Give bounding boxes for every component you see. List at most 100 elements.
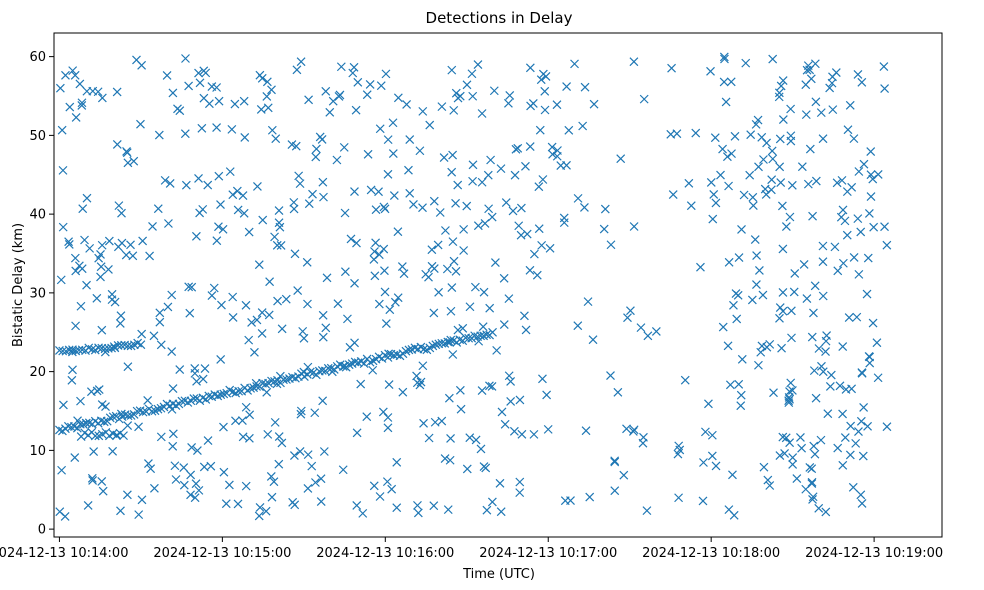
data-point-446 [455, 385, 465, 395]
data-point-215 [500, 419, 510, 429]
data-point-932 [853, 214, 863, 224]
data-point-494 [67, 375, 77, 385]
data-point-656 [462, 201, 472, 211]
data-point-619 [241, 481, 251, 491]
data-point-335 [75, 79, 85, 89]
data-point-176 [90, 431, 100, 441]
data-point-665 [536, 75, 546, 85]
data-point-234 [368, 365, 378, 375]
data-point-194 [272, 240, 282, 250]
data-point-818 [754, 266, 764, 275]
data-point-721 [698, 496, 708, 506]
data-point-836 [805, 144, 815, 154]
data-point-508 [383, 423, 393, 433]
data-point-227 [218, 224, 228, 234]
data-point-609 [263, 429, 273, 439]
data-point-676 [404, 165, 413, 175]
data-point-960 [778, 76, 788, 85]
data-point-981 [821, 507, 831, 517]
data-point-643 [97, 325, 107, 335]
y-axis: 0 10 20 30 40 50 60 [29, 50, 54, 538]
data-point-116 [401, 346, 411, 356]
data-point-909 [846, 421, 856, 431]
data-point-787 [754, 162, 763, 172]
data-point-664 [318, 396, 328, 406]
data-point-525 [445, 455, 455, 465]
data-point-241 [521, 325, 531, 335]
data-point-801 [765, 481, 775, 490]
data-point-713 [560, 496, 570, 506]
data-point-495 [504, 294, 514, 304]
data-point-200 [525, 63, 535, 73]
data-point-652 [489, 86, 499, 96]
chart-title: Detections in Delay [426, 9, 573, 27]
data-point-430 [239, 208, 249, 218]
data-point-358 [339, 142, 349, 152]
data-point-696 [529, 429, 539, 439]
data-point-956 [856, 227, 866, 237]
data-point-449 [137, 329, 147, 339]
data-point-957 [776, 178, 786, 188]
data-point-714 [666, 129, 676, 139]
data-point-399 [252, 315, 262, 325]
data-point-443 [293, 286, 303, 295]
data-point-291 [96, 272, 105, 282]
data-point-505 [251, 378, 261, 388]
data-point-755 [606, 240, 616, 250]
data-point-743 [684, 178, 694, 188]
data-point-722 [628, 427, 638, 436]
data-point-382 [470, 282, 480, 292]
data-point-686 [513, 143, 523, 153]
data-point-831 [716, 170, 725, 180]
data-point-404 [303, 450, 313, 460]
data-point-601 [310, 408, 320, 418]
data-point-691 [542, 390, 552, 400]
data-point-316 [477, 386, 487, 396]
data-point-974 [835, 381, 845, 391]
data-point-204 [534, 182, 544, 192]
data-point-104 [365, 357, 375, 367]
data-point-745 [613, 387, 623, 397]
data-point-715 [589, 99, 599, 109]
data-point-371 [203, 436, 213, 446]
data-point-641 [287, 140, 297, 149]
data-point-809 [762, 138, 772, 148]
data-point-197 [256, 105, 266, 114]
data-point-417 [439, 153, 449, 162]
data-point-825 [767, 146, 777, 156]
data-point-294 [168, 88, 178, 98]
data-point-546 [82, 280, 91, 290]
data-point-620 [126, 240, 135, 250]
data-point-448 [318, 332, 328, 342]
data-point-699 [440, 226, 450, 235]
data-point-69 [261, 379, 270, 389]
data-point-704 [180, 129, 190, 139]
data-point-775 [753, 115, 763, 125]
data-point-437 [262, 92, 272, 101]
data-point-688 [56, 275, 66, 285]
data-point-389 [540, 86, 550, 96]
data-point-569 [370, 271, 380, 281]
data-point-944 [805, 65, 815, 75]
data-point-530 [143, 459, 153, 469]
data-point-727 [642, 506, 652, 516]
data-point-911 [849, 134, 859, 144]
data-point-592 [156, 340, 166, 350]
data-point-925 [854, 269, 864, 279]
data-point-626 [92, 293, 102, 303]
data-point-940 [821, 336, 831, 346]
data-point-692 [270, 232, 279, 242]
data-point-762 [580, 202, 589, 212]
data-point-435 [68, 66, 78, 76]
data-point-383 [413, 508, 423, 518]
data-point-873 [799, 259, 809, 269]
data-point-299 [281, 294, 291, 304]
data-point-644 [155, 308, 165, 318]
data-point-398 [534, 224, 544, 234]
data-point-33 [153, 404, 163, 414]
data-point-416 [376, 81, 386, 91]
data-point-951 [849, 252, 859, 262]
data-point-228 [509, 426, 519, 436]
data-point-485 [87, 473, 97, 483]
data-point-859 [809, 366, 819, 376]
